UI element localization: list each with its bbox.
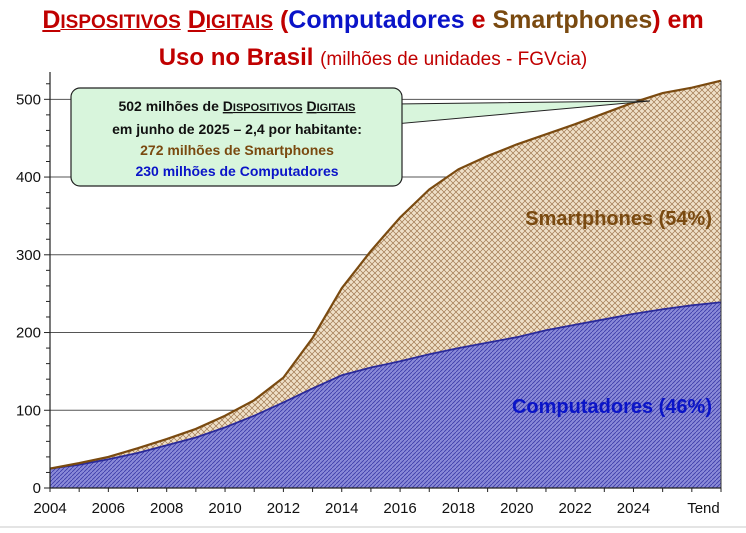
x-tick-label: Tend: [687, 500, 720, 517]
y-tick-label: 500: [16, 91, 41, 108]
x-tick-label: 2024: [617, 500, 650, 517]
title-line2-main: Uso no Brasil: [158, 44, 314, 71]
title-e: e: [471, 6, 486, 34]
annotation-callout: 502 milhões de Dispositivos Digitais em …: [70, 87, 651, 187]
annotation-box: [70, 87, 403, 187]
series-label-smartphones: Smartphones (54%): [525, 208, 712, 230]
chart-title-line-1: Dispositivos Digitais (Computadores e Sm…: [0, 6, 746, 35]
annotation-line-3: 272 milhões de Smartphones: [140, 142, 334, 158]
title-rest-2: igitais: [205, 12, 273, 33]
annotation-sc-rest-1: ispositivos: [233, 102, 303, 114]
y-tick-label: 200: [16, 325, 41, 342]
y-tick-label: 400: [16, 169, 41, 186]
chart-title-line-2: Uso no Brasil (milhões de unidades - FGV…: [0, 44, 746, 72]
x-tick-label: 2004: [33, 500, 66, 517]
y-tick-label: 300: [16, 247, 41, 264]
annotation-line-4: 230 milhões de Computadores: [135, 163, 338, 179]
x-tick-label: 2006: [92, 500, 125, 517]
series-areas: [49, 79, 722, 488]
x-tick-label: 2022: [558, 500, 591, 517]
x-tick-label: 2010: [208, 500, 241, 517]
x-tick-label: 2016: [383, 500, 416, 517]
annotation-sc-rest-2: igitais: [317, 102, 356, 114]
annotation-sc-initial-1: D: [223, 98, 233, 114]
line-computadores: [49, 301, 722, 470]
chart-subtitle: (milhões de unidades - FGVcia): [320, 49, 588, 70]
area-computadores: [50, 302, 721, 488]
title-initial-d1: D: [42, 6, 61, 34]
title-smartphones: Smartphones: [492, 6, 653, 34]
x-tick-label: 2018: [442, 500, 475, 517]
annotation-line-2: em junho de 2025 – 2,4 por habitante:: [112, 121, 362, 137]
axes: [44, 72, 722, 492]
y-tick-label: 100: [16, 402, 41, 419]
x-tick-label: 2008: [150, 500, 183, 517]
x-tick-labels: 2004 2006 2008 2010 2012 2014 2016 2018 2020 2022…: [33, 500, 719, 517]
title-initial-d2: D: [187, 6, 206, 34]
title-open-paren: (: [279, 6, 289, 34]
annotation-line-1-prefix: 502 milhões de: [118, 98, 219, 114]
area-smartphones: [50, 80, 721, 469]
x-tick-label: 2012: [267, 500, 300, 517]
title-close-em: ) em: [652, 6, 704, 34]
title-computadores: Computadores: [288, 6, 465, 34]
x-tick-label: 2020: [500, 500, 533, 517]
annotation-sc-initial-2: D: [306, 98, 316, 114]
x-tick-label: 2014: [325, 500, 358, 517]
y-tick-labels: 0 100 200 300 400 500: [16, 91, 41, 497]
series-label-computadores: Computadores (46%): [512, 396, 712, 418]
y-tick-label: 0: [33, 480, 41, 497]
annotation-line-1: 502 milhões de Dispositivos Digitais: [118, 98, 355, 114]
line-total: [49, 79, 722, 470]
title-rest-1: ispositivos: [60, 12, 181, 33]
